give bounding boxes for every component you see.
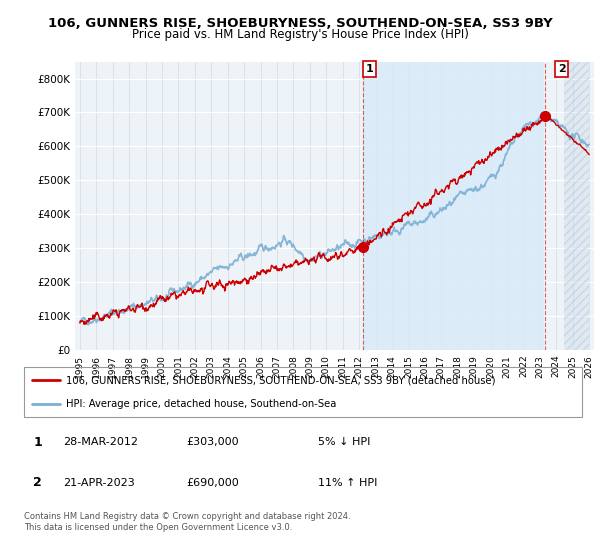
Text: 2: 2 [33,476,42,489]
Text: 21-APR-2023: 21-APR-2023 [63,478,135,488]
Text: 2: 2 [558,64,566,74]
Text: 1: 1 [365,64,373,74]
Text: 106, GUNNERS RISE, SHOEBURYNESS, SOUTHEND-ON-SEA, SS3 9BY: 106, GUNNERS RISE, SHOEBURYNESS, SOUTHEN… [47,17,553,30]
Text: Price paid vs. HM Land Registry's House Price Index (HPI): Price paid vs. HM Land Registry's House … [131,28,469,41]
Text: 106, GUNNERS RISE, SHOEBURYNESS, SOUTHEND-ON-SEA, SS3 9BY (detached house): 106, GUNNERS RISE, SHOEBURYNESS, SOUTHEN… [66,375,496,385]
Text: £690,000: £690,000 [186,478,239,488]
Text: 1: 1 [33,436,42,449]
Text: £303,000: £303,000 [186,437,239,447]
Text: 11% ↑ HPI: 11% ↑ HPI [318,478,377,488]
Text: 5% ↓ HPI: 5% ↓ HPI [318,437,370,447]
Text: HPI: Average price, detached house, Southend-on-Sea: HPI: Average price, detached house, Sout… [66,399,336,409]
Text: Contains HM Land Registry data © Crown copyright and database right 2024.
This d: Contains HM Land Registry data © Crown c… [24,512,350,532]
Text: 28-MAR-2012: 28-MAR-2012 [63,437,138,447]
